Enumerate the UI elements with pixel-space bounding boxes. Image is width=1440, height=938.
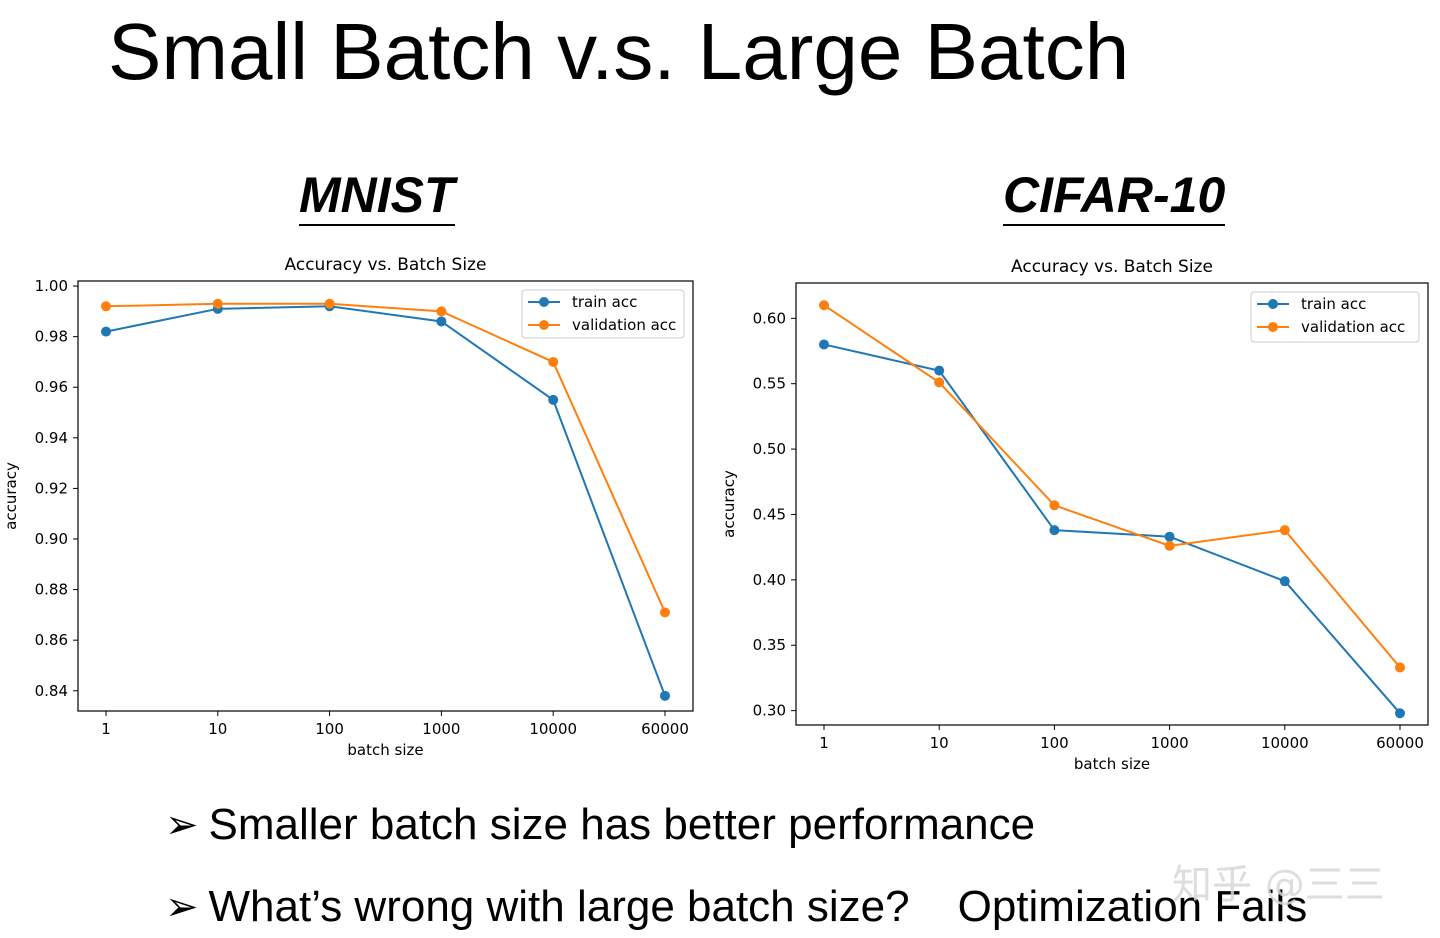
validation-acc-point <box>1049 500 1060 511</box>
validation-acc-point <box>819 300 829 311</box>
mnist-heading: MNIST <box>299 168 455 226</box>
legend-label: train acc <box>1301 295 1366 313</box>
slide-title: Small Batch v.s. Large Batch <box>108 7 1130 96</box>
legend-box <box>1250 291 1420 343</box>
train-acc-line <box>105 305 666 697</box>
train-acc-point <box>436 316 447 327</box>
train-acc-point <box>660 690 670 701</box>
y-tick-label: 0.96 <box>35 378 68 396</box>
y-tick-label: 0.98 <box>35 328 68 346</box>
x-axis-label: batch size <box>347 741 423 759</box>
x-tick-label: 10000 <box>529 720 577 738</box>
y-tick-label: 0.45 <box>753 505 786 523</box>
y-tick-label: 1.00 <box>35 277 68 295</box>
train-acc-point <box>1049 525 1060 536</box>
legend-label: train acc <box>572 293 637 311</box>
chart-plot-group: Accuracy vs. Batch Size 1 10 100 1000 10000 60… <box>720 257 1429 773</box>
y-tick-label: 0.50 <box>753 440 786 458</box>
legend-label: validation acc <box>1301 318 1405 336</box>
plot-frame <box>795 282 1429 726</box>
bullet-answer: Optimization Fails <box>957 882 1308 931</box>
validation-acc-point <box>934 377 945 388</box>
x-tick-label: 60000 <box>1376 734 1424 752</box>
y-tick-label: 0.90 <box>35 530 68 548</box>
arrow-bullet-icon: ➢ <box>165 885 199 929</box>
validation-acc-point <box>436 306 447 317</box>
train-acc-point <box>934 365 945 376</box>
y-tick-label: 0.92 <box>35 479 68 497</box>
train-acc-point <box>819 339 829 350</box>
x-tick-label: 100 <box>315 720 344 738</box>
validation-acc-line <box>105 302 666 613</box>
validation-acc-point <box>212 298 223 309</box>
legend-swatch-marker <box>539 297 549 307</box>
bullet-smaller-batch: ➢ Smaller batch size has better performa… <box>165 800 1035 850</box>
y-tick-label: 0.30 <box>753 702 786 720</box>
validation-acc-point <box>548 356 559 367</box>
chart-plot-group: Accuracy vs. Batch Size 1 10 100 1000 10000 60… <box>2 255 694 759</box>
train-acc-point <box>1164 531 1175 542</box>
y-tick-label: 0.55 <box>753 375 786 393</box>
validation-acc-point <box>1164 540 1175 551</box>
train-acc-line <box>823 343 1401 714</box>
validation-acc-point <box>101 301 111 312</box>
validation-acc-line <box>823 304 1401 669</box>
y-tick-label: 0.60 <box>753 309 786 327</box>
chart-title: Accuracy vs. Batch Size <box>285 255 487 275</box>
x-tick-label: 60000 <box>641 720 689 738</box>
legend-label: validation acc <box>572 316 676 334</box>
train-acc-point <box>101 326 111 337</box>
x-tick-label: 10 <box>208 720 227 738</box>
legend-box <box>521 289 685 339</box>
x-tick-label: 1000 <box>1151 734 1189 752</box>
y-tick-label: 0.40 <box>753 571 786 589</box>
y-tick-label: 0.35 <box>753 636 786 654</box>
x-axis-label: batch size <box>1074 755 1150 773</box>
y-tick-label: 0.94 <box>35 429 68 447</box>
legend-swatch-marker <box>1268 299 1278 309</box>
train-acc-point <box>548 394 559 405</box>
chart-title: Accuracy vs. Batch Size <box>1011 257 1213 277</box>
zhihu-watermark: 知乎 @三三 <box>1172 862 1385 908</box>
plot-frame <box>77 280 694 712</box>
validation-acc-point <box>324 298 335 309</box>
x-tick-label: 10 <box>930 734 949 752</box>
y-tick-label: 0.88 <box>35 581 68 599</box>
legend-swatch-marker <box>539 320 549 330</box>
x-tick-label: 1 <box>819 734 829 752</box>
train-acc-point <box>1279 576 1290 587</box>
x-tick-label: 100 <box>1040 734 1069 752</box>
arrow-bullet-icon: ➢ <box>165 803 199 847</box>
validation-acc-point <box>1395 662 1405 673</box>
bullet-large-batch-question: ➢ What’s wrong with large batch size? Op… <box>165 882 1307 932</box>
x-tick-label: 1000 <box>422 720 460 738</box>
validation-acc-point <box>660 607 670 618</box>
y-axis-label: accuracy <box>2 462 20 530</box>
y-axis-label: accuracy <box>720 470 738 538</box>
x-tick-label: 10000 <box>1261 734 1309 752</box>
bullet-text: Smaller batch size has better performanc… <box>208 800 1036 849</box>
x-tick-label: 1 <box>101 720 111 738</box>
y-tick-label: 0.86 <box>35 631 68 649</box>
cifar10-heading: CIFAR-10 <box>1003 168 1226 226</box>
legend-swatch-marker <box>1268 322 1278 332</box>
validation-acc-point <box>1279 525 1290 536</box>
train-acc-point <box>1395 708 1405 719</box>
y-tick-label: 0.84 <box>35 682 68 700</box>
bullet-text: What’s wrong with large batch size? <box>208 882 910 931</box>
